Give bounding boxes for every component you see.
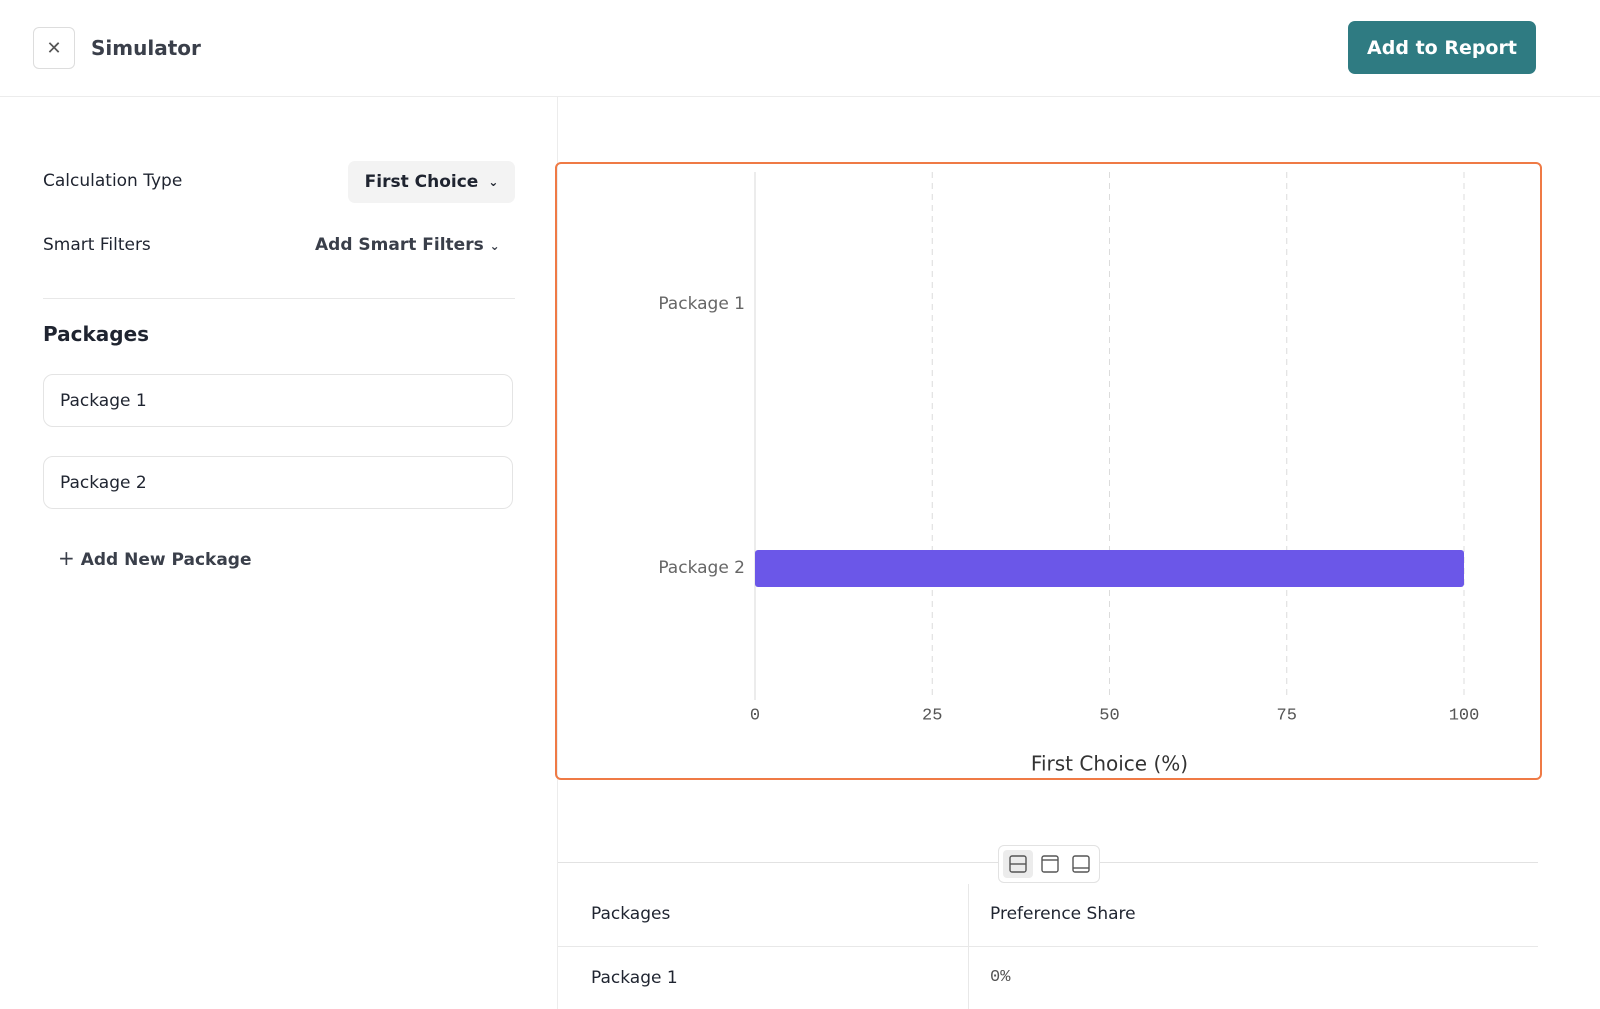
cell: Package 1 <box>591 968 678 988</box>
x-tick-label: 25 <box>922 706 942 725</box>
x-tick-label: 100 <box>1449 706 1480 725</box>
filters-label: Smart Filters <box>43 235 151 255</box>
column-header: Packages <box>591 904 671 924</box>
x-tick-label: 0 <box>750 706 760 725</box>
add-to-report-button[interactable]: Add to Report <box>1348 21 1536 74</box>
x-tick-label: 50 <box>1099 706 1119 725</box>
page-title: Simulator <box>91 36 201 60</box>
column-header: Preference Share <box>990 904 1136 924</box>
calculation-label: Calculation Type <box>43 171 183 191</box>
icon[interactable] <box>1072 855 1090 873</box>
x-tick-label: 75 <box>1277 706 1297 725</box>
filters-dropdown[interactable]: Add Smart Filters ⌄ <box>315 235 500 255</box>
add-package-button[interactable]: + Add New Package <box>58 546 252 570</box>
dropdown-value: Add Smart Filters <box>315 235 484 255</box>
packages-title: Packages <box>43 322 150 346</box>
row-divider <box>558 946 1538 947</box>
layout-toggle <box>998 845 1100 883</box>
icon[interactable] <box>1041 855 1059 873</box>
chart: 0 25 50 75 100 First Choice (%) Package 1 Packa… <box>658 172 1480 776</box>
package-card[interactable]: Package 1 <box>43 374 513 427</box>
y-tick-label: Package 1 <box>658 294 745 314</box>
x-axis-title: First Choice (%) <box>1031 752 1188 776</box>
y-tick-label: Package 2 <box>658 558 745 578</box>
package-name: Package 2 <box>60 472 147 493</box>
chart-frame <box>555 162 1542 780</box>
add-package-text: Add New Package <box>80 550 252 570</box>
divider <box>43 298 515 299</box>
cell: 0% <box>990 968 1011 987</box>
package-name: Package 1 <box>60 390 147 411</box>
close-button[interactable]: ✕ <box>33 27 75 69</box>
dropdown-value: First Choice <box>364 172 479 192</box>
sidebar <box>0 97 558 1009</box>
header <box>0 0 1600 97</box>
layout-icons <box>1003 850 1090 878</box>
calculation-dropdown[interactable]: First Choice ⌄ <box>348 161 515 203</box>
bar <box>755 550 1464 587</box>
package-card[interactable]: Package 2 <box>43 456 513 509</box>
